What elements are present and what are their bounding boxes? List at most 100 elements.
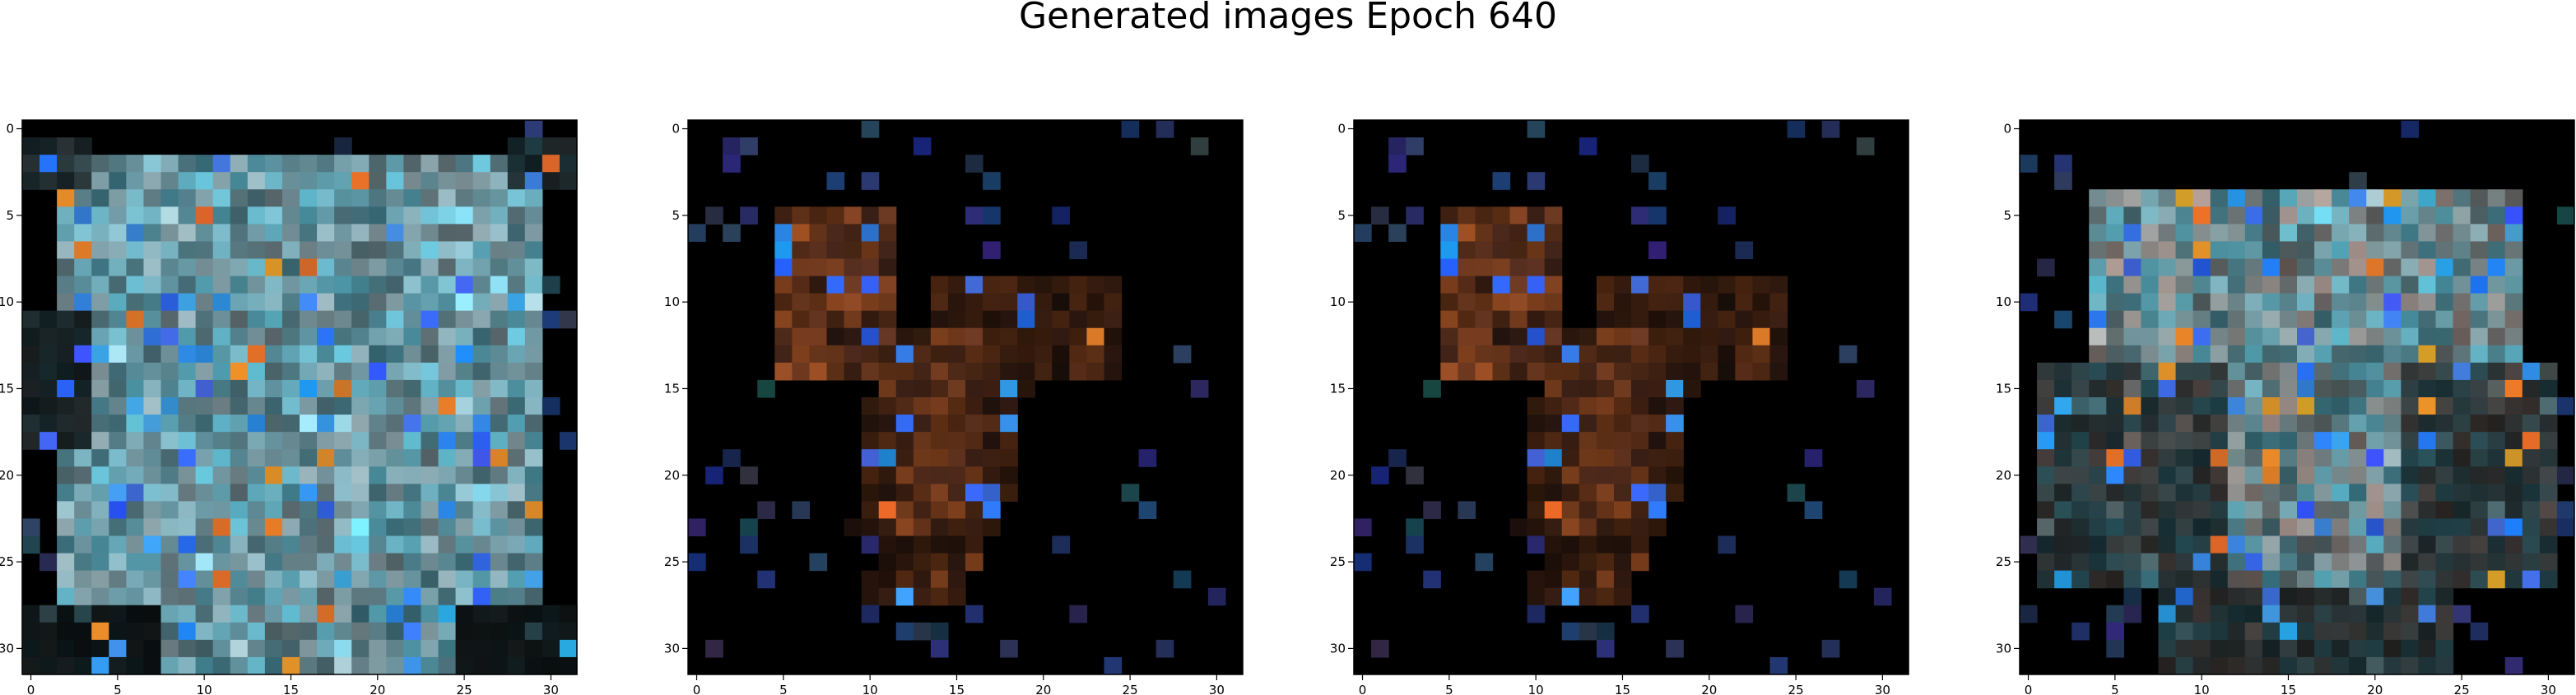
image-pixel [2106,258,2124,277]
image-pixel [57,137,75,155]
image-pixel [878,587,897,606]
image-pixel [317,415,335,433]
image-pixel [930,432,949,450]
image-pixel [490,501,509,520]
image-pixel [2279,241,2298,260]
image-pixel [1596,639,1615,658]
image-pixel [91,501,109,520]
image-pixel [809,224,828,243]
x-tick-label: 25 [1788,683,1804,695]
image-pixel [930,484,949,502]
image-pixel [2435,518,2454,537]
image-pixel [792,293,811,312]
image-pixel [774,345,793,364]
image-pixel [2227,501,2246,520]
image-pixel [334,327,352,346]
image-pixel [195,501,214,520]
image-pixel [2158,553,2177,572]
image-pixel [1017,379,1035,398]
image-pixel [2470,622,2489,641]
image-pixel [472,206,491,225]
axes-frame [21,119,578,675]
image-pixel [878,362,897,381]
image-pixel [230,622,249,641]
image-pixel [2332,622,2350,641]
image-pixel [230,293,249,312]
image-pixel [861,432,880,450]
image-pixel [2435,379,2454,398]
x-tick-label: 0 [1359,683,1367,695]
image-pixel [2037,432,2055,450]
image-pixel [22,327,40,346]
image-pixel [2522,484,2541,502]
image-pixel [913,327,932,346]
image-pixel [507,137,526,155]
image-pixel [212,241,231,260]
image-pixel [2366,622,2384,641]
image-pixel [2141,379,2160,398]
image-pixel [109,639,127,658]
image-pixel [212,484,231,502]
image-pixel [160,587,179,606]
image-pixel [507,345,526,364]
image-pixel [22,345,40,364]
image-pixel [1596,327,1615,346]
image-pixel [178,206,197,225]
image-pixel [57,379,75,398]
image-pixel [1683,345,1701,364]
image-pixel [983,276,1001,294]
image-pixel [861,276,880,294]
image-pixel [369,206,387,225]
image-pixel [160,432,179,450]
image-pixel [2504,466,2523,484]
image-pixel [1475,293,1494,312]
image-pixel [22,432,40,450]
image-pixel [421,484,439,502]
image-pixel [2244,397,2263,415]
image-pixel [2106,466,2124,484]
image-pixel [1544,241,1563,260]
image-pixel [2349,206,2367,225]
image-pixel [2089,345,2107,364]
image-pixel [878,449,897,467]
image-pixel [965,466,983,484]
image-pixel [22,535,40,554]
image-pixel [2349,379,2367,398]
image-pixel [524,379,543,398]
image-pixel [109,570,127,589]
image-pixel [2279,622,2298,641]
image-pixel [965,415,983,433]
image-pixel [57,622,75,641]
image-pixel [1052,276,1070,294]
image-pixel [1561,622,1580,641]
image-pixel [455,258,474,277]
image-pixel [947,345,966,364]
image-pixel [490,622,509,641]
image-pixel [1527,120,1546,138]
image-pixel [2175,379,2194,398]
image-pixel [2401,241,2420,260]
image-pixel [2435,345,2454,364]
image-pixel [524,206,543,225]
image-pixel [2435,587,2454,606]
image-pixel [1613,379,1632,398]
image-pixel [334,310,352,329]
image-pixel [2297,345,2315,364]
image-pixel [1440,345,1458,364]
image-pixel [2123,397,2142,415]
image-pixel [507,466,526,484]
image-pixel [2141,189,2160,207]
image-pixel [878,570,897,589]
image-pixel [2262,656,2281,675]
image-pixel [2227,276,2246,294]
image-pixel [1104,310,1123,329]
image-pixel [2418,656,2437,675]
image-pixel [334,449,352,467]
image-pixel [2401,553,2420,572]
image-pixel [930,466,949,484]
image-pixel [507,656,526,675]
image-pixel [1000,276,1018,294]
image-pixel [559,137,578,155]
image-pixel [247,553,266,572]
